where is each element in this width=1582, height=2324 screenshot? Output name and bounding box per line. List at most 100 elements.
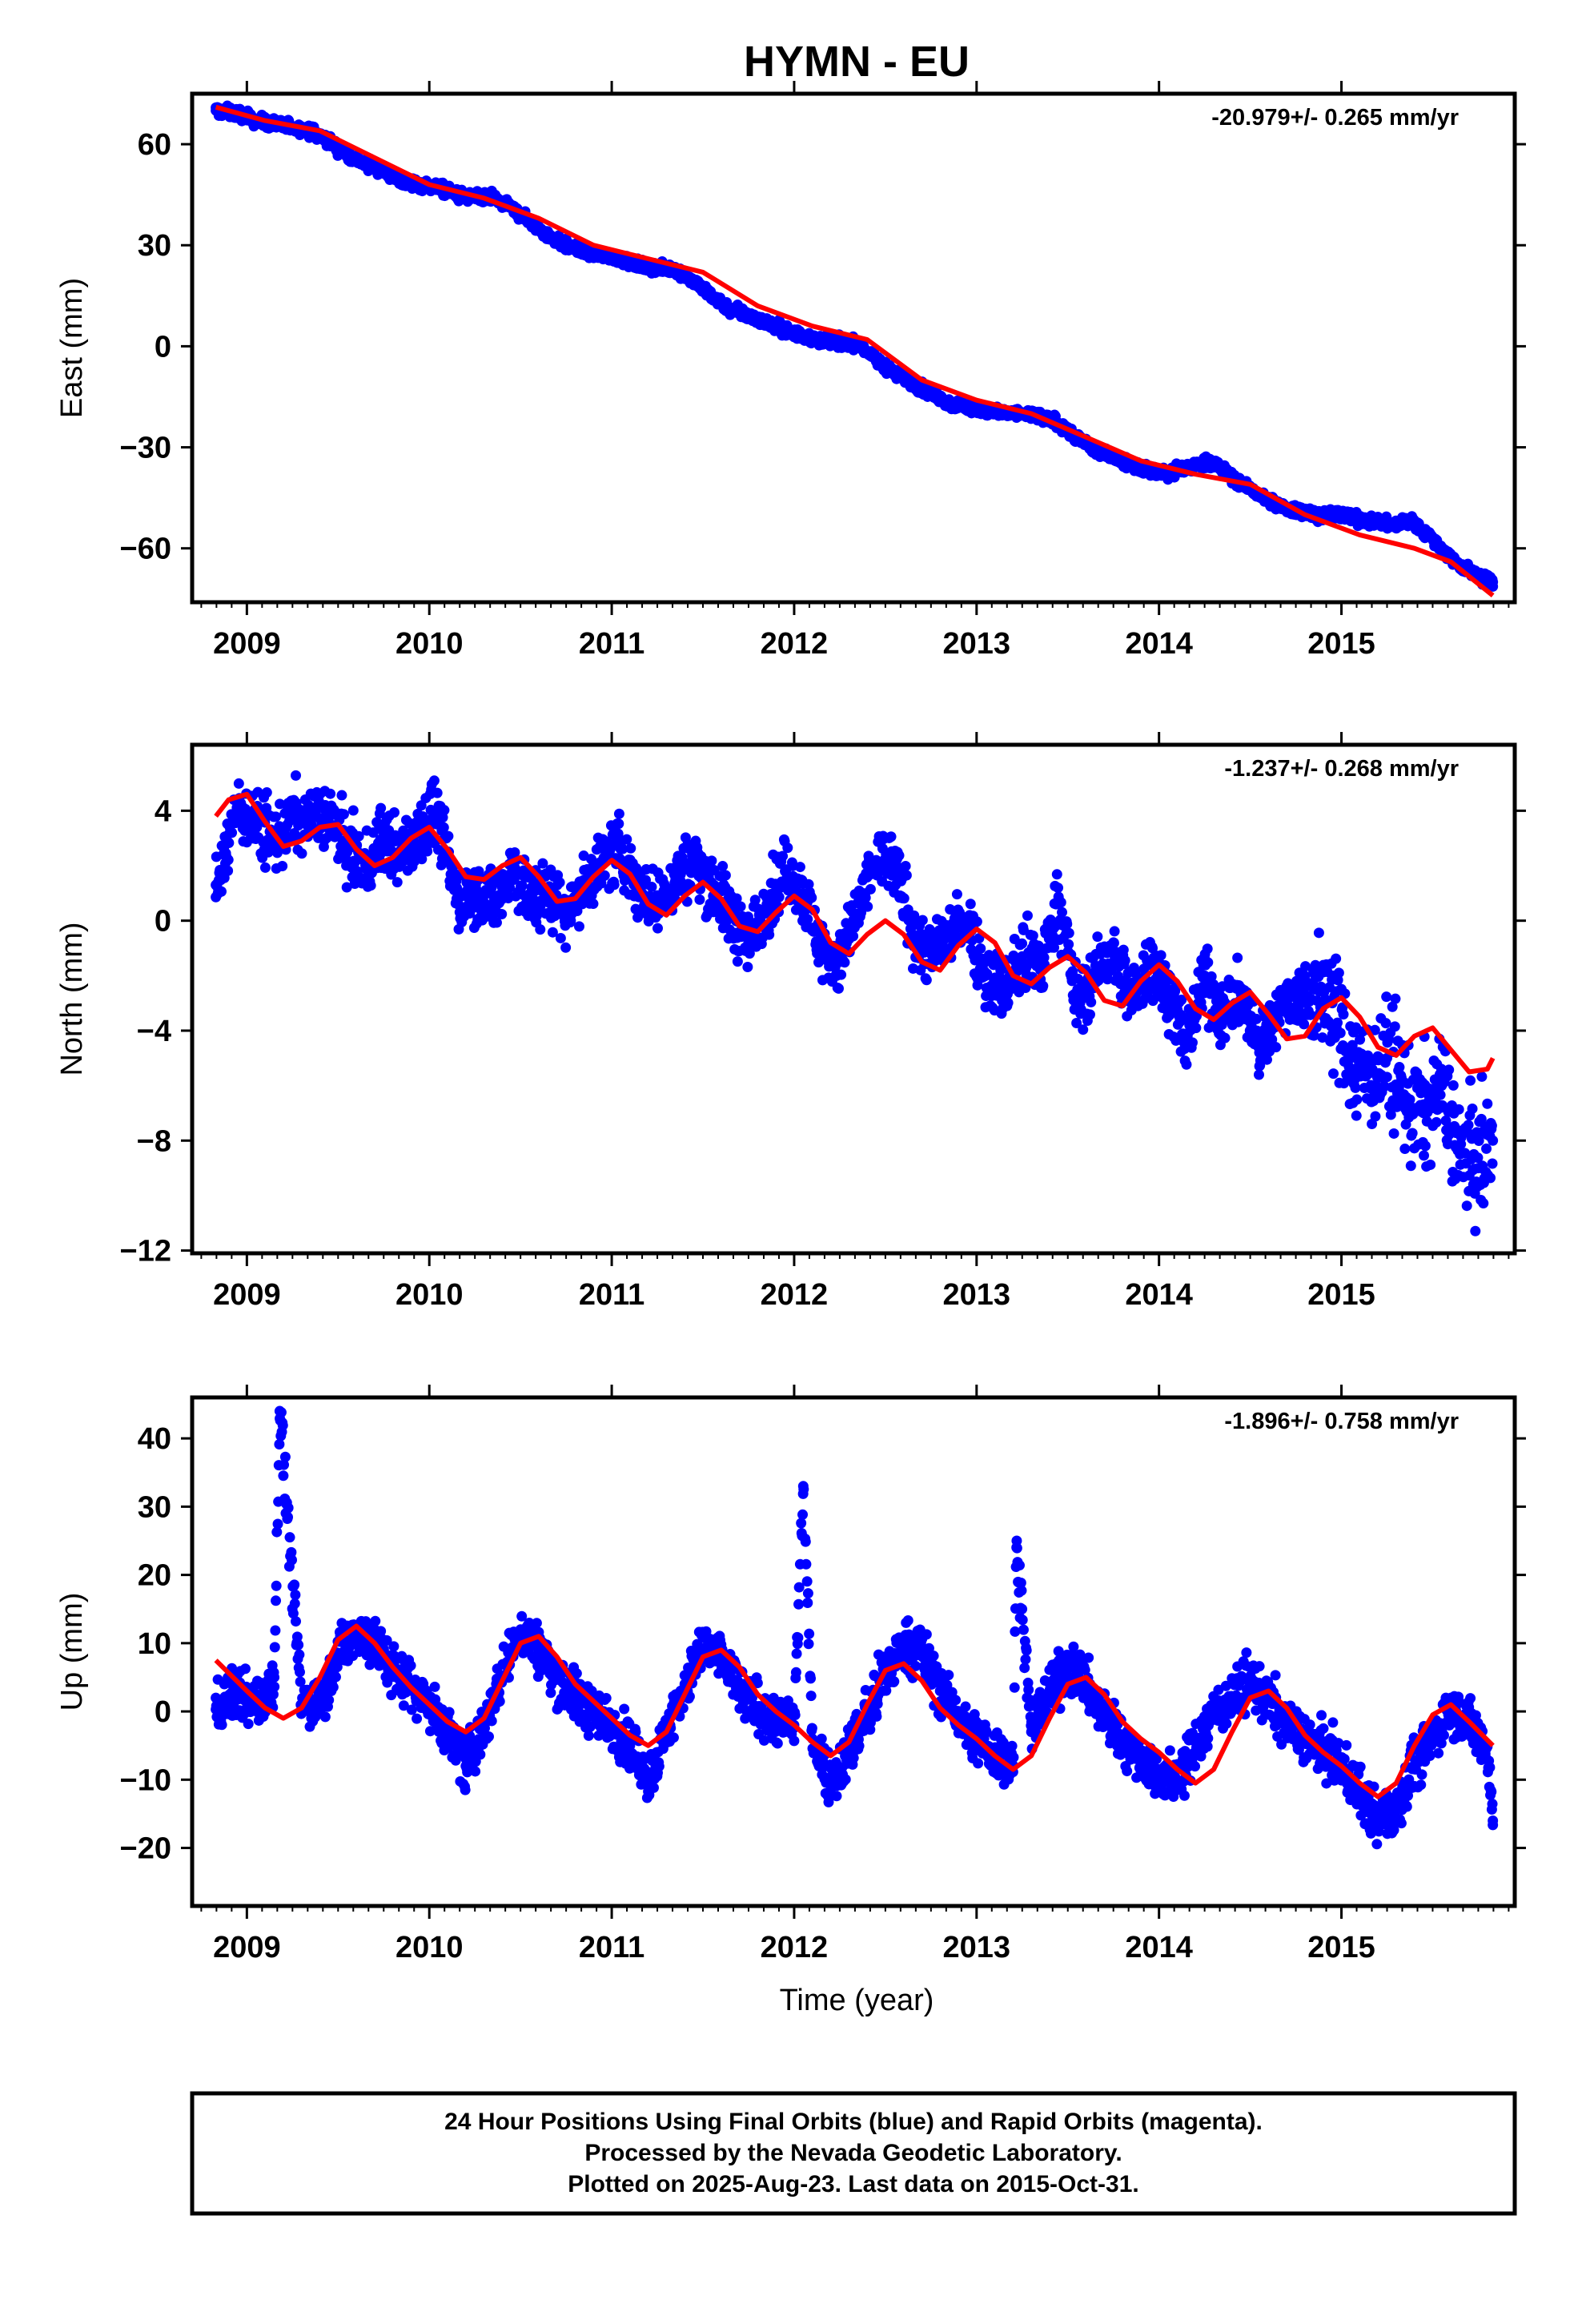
north-data-point — [336, 790, 347, 801]
north-data-point — [1202, 943, 1213, 955]
east-ytick-label: −60 — [120, 533, 171, 566]
north-data-point — [1338, 1009, 1349, 1020]
north-data-point — [1465, 1075, 1476, 1086]
north-rate-label: -1.237+/- 0.268 mm/yr — [1224, 756, 1459, 782]
north-ytick-label: −8 — [137, 1124, 171, 1158]
north-data-point — [900, 860, 911, 871]
north-data-point — [1404, 1094, 1415, 1105]
north-data-point — [1447, 1080, 1459, 1091]
north-data-point — [1063, 939, 1074, 950]
north-data-point — [833, 983, 844, 994]
north-data-point — [625, 842, 636, 854]
north-data-point — [862, 901, 873, 912]
north-data-point — [341, 882, 352, 893]
north-data-point — [599, 870, 610, 881]
north-data-point — [325, 788, 336, 799]
east-ytick-label: 0 — [155, 330, 171, 364]
north-data-point — [1431, 1116, 1442, 1128]
north-data-point — [1109, 926, 1120, 937]
north-data-point — [1380, 1018, 1391, 1029]
north-data-point — [646, 881, 657, 892]
north-data-point — [277, 861, 288, 872]
north-data-point — [1331, 953, 1342, 964]
north-data-point — [1232, 952, 1243, 963]
north-data-point — [1219, 1032, 1231, 1043]
north-data-point — [802, 914, 813, 925]
north-data — [211, 770, 1499, 1236]
north-data-point — [338, 809, 349, 820]
north-data-point — [516, 880, 528, 891]
east-xtick-label: 2011 — [579, 627, 644, 661]
north-data-point — [1335, 1027, 1346, 1039]
north-data-point — [813, 957, 825, 968]
north-data-point — [251, 822, 263, 833]
north-data-point — [1299, 1019, 1310, 1030]
north-data-point — [612, 828, 624, 839]
north-data-point — [1369, 1024, 1380, 1035]
north-data-point — [1333, 967, 1344, 979]
north-data-point — [1053, 883, 1064, 894]
north-data-point — [901, 870, 912, 881]
north-data-point — [1071, 1018, 1082, 1029]
north-data-point — [1419, 1140, 1431, 1152]
east-ytick-label: 60 — [138, 128, 171, 162]
north-data-point — [613, 818, 624, 830]
north-data-point — [694, 894, 705, 905]
north-data-point — [375, 802, 387, 814]
north-data-point — [1017, 938, 1028, 949]
north-data-point — [1027, 930, 1038, 941]
north-data-point — [388, 807, 400, 818]
north-data-point — [1022, 910, 1033, 921]
north-data-point — [951, 889, 962, 900]
north-data-point — [1038, 980, 1049, 991]
north-data-point — [271, 811, 282, 822]
north-data-point — [720, 870, 731, 881]
north-xtick-label: 2009 — [213, 1278, 281, 1312]
east-model-line — [215, 104, 1495, 597]
north-data-point — [1332, 1017, 1343, 1028]
north-ytick-label: 4 — [155, 794, 171, 828]
north-data-point — [1389, 1021, 1400, 1032]
north-data-point — [732, 956, 743, 967]
north-data-point — [496, 908, 508, 919]
north-data-point — [215, 886, 227, 897]
north-data-point — [917, 915, 928, 926]
north-ytick-label: −12 — [120, 1235, 171, 1269]
north-data-point — [717, 861, 729, 872]
north-data-point — [1355, 1034, 1366, 1045]
north-data-point — [1092, 931, 1103, 943]
north-data-point — [504, 882, 516, 893]
north-data-point — [1078, 1024, 1089, 1035]
north-data-point — [1381, 991, 1392, 1003]
north-data-point — [491, 917, 502, 928]
north-data-point — [1203, 957, 1214, 968]
north-data-point — [227, 827, 238, 838]
north-data-point — [1118, 944, 1129, 955]
north-data-point — [535, 924, 546, 935]
north-data-point — [749, 895, 761, 906]
north-data-point — [893, 850, 905, 861]
north-data-point — [982, 968, 993, 979]
east-xtick-label: 2015 — [1307, 627, 1375, 661]
north-data-point — [1328, 1068, 1339, 1080]
north-data-point — [1308, 1030, 1319, 1041]
north-data-point — [1181, 1059, 1192, 1070]
north-data-point — [1251, 1013, 1262, 1024]
north-data-point — [1313, 927, 1324, 939]
north-xtick-label: 2010 — [396, 1278, 464, 1312]
north-data-point — [1461, 1200, 1472, 1212]
north-data-point — [1176, 994, 1187, 1005]
north-data-point — [1063, 927, 1074, 939]
north-data-point — [731, 893, 742, 904]
north-data-point — [735, 901, 746, 912]
east-ylabel: East (mm) — [55, 278, 89, 418]
north-data-point — [367, 827, 379, 838]
north-data-point — [865, 883, 876, 895]
north-data-point — [1002, 997, 1014, 1008]
north-data-point — [1387, 1001, 1398, 1012]
north-xtick-label: 2012 — [761, 1278, 829, 1312]
north-data-point — [1407, 1128, 1418, 1139]
